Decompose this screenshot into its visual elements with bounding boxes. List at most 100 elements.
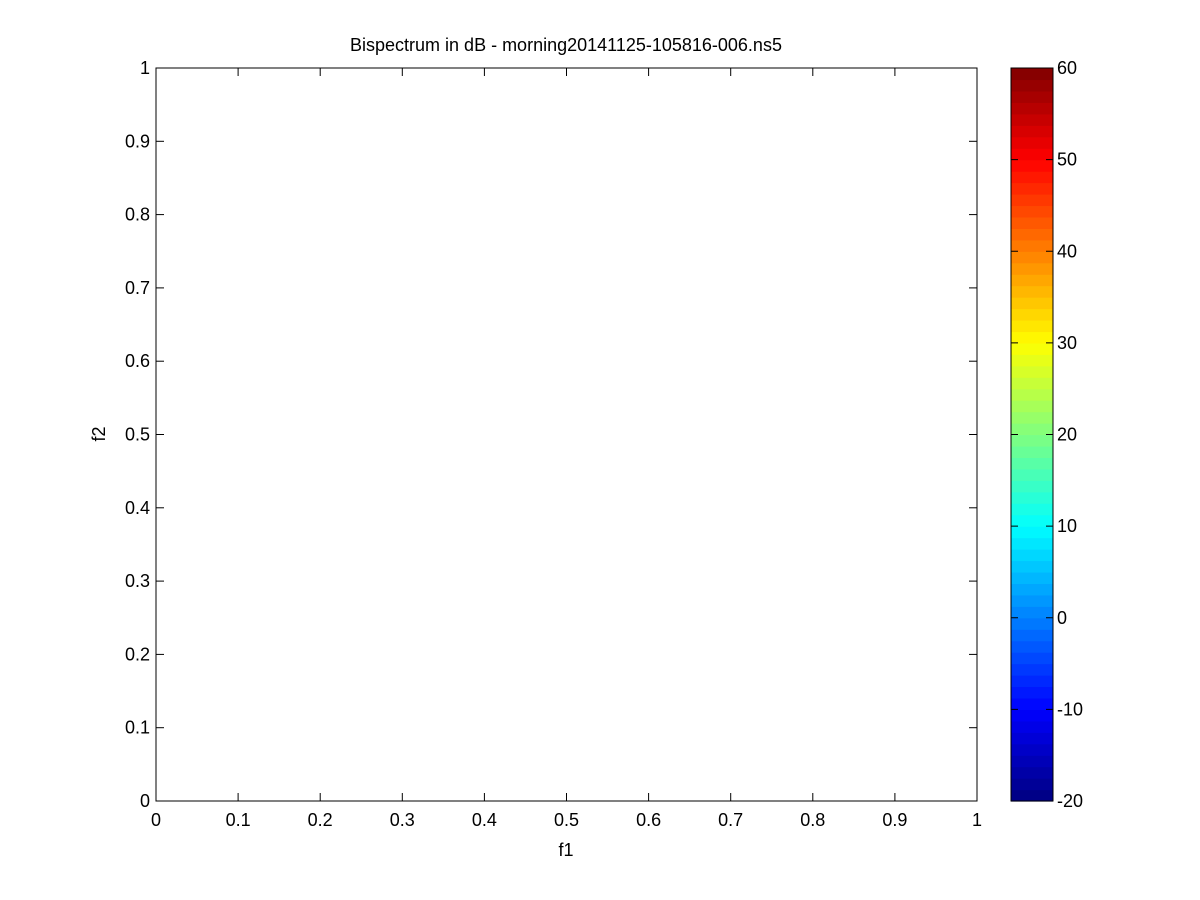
colorbar-band	[1011, 400, 1053, 413]
x-axis-ticks: 0 0.1 0.2 0.3 0.4 0.5 0.6 0.7 0.8 0.9 1	[151, 68, 982, 830]
colorbar-band	[1011, 686, 1053, 699]
x-tick-label: 0.5	[554, 810, 579, 830]
colorbar-band	[1011, 537, 1053, 550]
colorbar-band	[1011, 491, 1053, 504]
colorbar-band	[1011, 365, 1053, 378]
colorbar-tick-label: 0	[1057, 608, 1067, 628]
colorbar-band	[1011, 720, 1053, 733]
colorbar-band	[1011, 193, 1053, 207]
colorbar-bands	[1011, 68, 1053, 802]
colorbar-band	[1011, 308, 1053, 321]
colorbar-band	[1011, 388, 1053, 401]
y-tick-label: 0.5	[125, 425, 150, 445]
colorbar-band	[1011, 583, 1053, 596]
colorbar-band	[1011, 171, 1053, 184]
colorbar-band	[1011, 778, 1053, 791]
colorbar-tick-label: -10	[1057, 699, 1083, 719]
x-tick-label: 0.3	[390, 810, 415, 830]
colorbar-band	[1011, 319, 1053, 333]
colorbar-band	[1011, 709, 1053, 722]
colorbar-band	[1011, 79, 1053, 92]
colorbar-band	[1011, 606, 1053, 619]
colorbar-tick-label: 50	[1057, 150, 1077, 170]
y-tick-label: 0.7	[125, 278, 150, 298]
colorbar-tick-label: 10	[1057, 516, 1077, 536]
colorbar-band	[1011, 262, 1053, 275]
y-tick-label: 0.3	[125, 571, 150, 591]
colorbar-band	[1011, 480, 1053, 493]
y-tick-label: 0.8	[125, 205, 150, 225]
colorbar-band	[1011, 503, 1053, 516]
colorbar-band	[1011, 549, 1053, 562]
x-tick-label: 0.7	[718, 810, 743, 830]
colorbar-band	[1011, 732, 1053, 745]
colorbar-tick-label: 30	[1057, 333, 1077, 353]
colorbar-band	[1011, 663, 1053, 676]
colorbar-tick-label: 60	[1057, 58, 1077, 78]
x-tick-label: 0	[151, 810, 161, 830]
colorbar-band	[1011, 766, 1053, 779]
colorbar-band	[1011, 617, 1053, 630]
colorbar-band	[1011, 136, 1053, 149]
colorbar-band	[1011, 342, 1053, 355]
colorbar-band	[1011, 457, 1053, 470]
colorbar-band	[1011, 113, 1053, 126]
colorbar: -20 -10 0 10 20 30 40 50 60	[1010, 58, 1083, 811]
y-tick-label: 0.6	[125, 351, 150, 371]
colorbar-band	[1011, 331, 1053, 344]
y-tick-label: 1	[140, 58, 150, 78]
x-axis-label: f1	[558, 840, 573, 860]
colorbar-band	[1011, 251, 1053, 264]
colorbar-band	[1011, 594, 1053, 607]
colorbar-band	[1011, 125, 1053, 138]
colorbar-band	[1011, 697, 1053, 710]
colorbar-tick-label: 20	[1057, 425, 1077, 445]
x-tick-label: 0.1	[226, 810, 251, 830]
y-tick-label: 0.2	[125, 644, 150, 664]
y-tick-label: 0	[140, 791, 150, 811]
y-axis-label: f2	[89, 426, 109, 441]
colorbar-band	[1011, 445, 1053, 459]
colorbar-band	[1011, 468, 1053, 481]
colorbar-band	[1011, 629, 1053, 642]
colorbar-band	[1011, 423, 1053, 436]
colorbar-band	[1011, 205, 1053, 218]
colorbar-band	[1011, 148, 1053, 161]
colorbar-band	[1011, 274, 1053, 287]
x-tick-label: 0.9	[882, 810, 907, 830]
colorbar-band	[1011, 68, 1053, 81]
y-tick-label: 0.1	[125, 718, 150, 738]
colorbar-tick-label: 40	[1057, 241, 1077, 261]
colorbar-band	[1011, 789, 1053, 802]
plot-area	[155, 67, 978, 802]
colorbar-band	[1011, 514, 1053, 527]
colorbar-band	[1011, 377, 1053, 390]
colorbar-band	[1011, 285, 1053, 298]
colorbar-tick-label: -20	[1057, 791, 1083, 811]
colorbar-band	[1011, 743, 1053, 756]
colorbar-band	[1011, 526, 1053, 539]
y-tick-label: 0.4	[125, 498, 150, 518]
colorbar-band	[1011, 228, 1053, 241]
y-tick-label: 0.9	[125, 131, 150, 151]
colorbar-band	[1011, 354, 1053, 367]
chart-title: Bispectrum in dB - morning20141125-10581…	[350, 35, 782, 55]
colorbar-band	[1011, 239, 1053, 252]
colorbar-band	[1011, 675, 1053, 688]
colorbar-band	[1011, 640, 1053, 653]
colorbar-band	[1011, 560, 1053, 573]
x-tick-label: 1	[972, 810, 982, 830]
x-tick-label: 0.4	[472, 810, 497, 830]
colorbar-band	[1011, 755, 1053, 768]
colorbar-band	[1011, 652, 1053, 665]
x-tick-label: 0.2	[308, 810, 333, 830]
colorbar-band	[1011, 297, 1053, 310]
colorbar-band	[1011, 434, 1053, 447]
colorbar-band	[1011, 571, 1053, 584]
colorbar-band	[1011, 159, 1053, 172]
colorbar-ticks: -20 -10 0 10 20 30 40 50 60	[1011, 58, 1083, 811]
colorbar-band	[1011, 411, 1053, 424]
colorbar-band	[1011, 216, 1053, 229]
